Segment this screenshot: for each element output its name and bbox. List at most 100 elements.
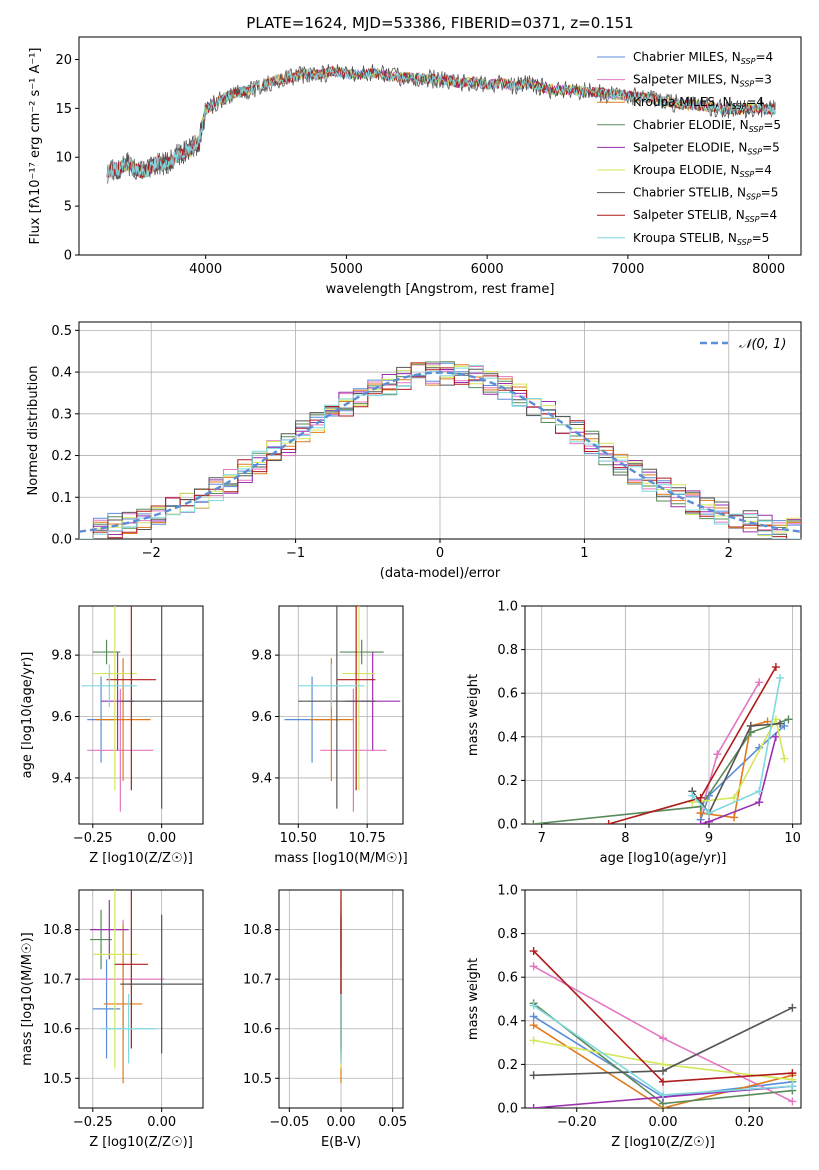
y-tick-label: 10.7: [243, 973, 272, 988]
panel-spectrum: 4000 5000 6000 7000 8000 0 5 10 15 20 wavelength […: [28, 36, 802, 297]
weight-marker: [784, 715, 793, 724]
y-tick-label: 1.0: [497, 884, 518, 899]
x-tick-label: 0.00: [147, 831, 176, 846]
y-tick-label: 0.3: [51, 407, 72, 422]
panel-residuals: −2 −1 0 1 2 0.0 0.1 0.2 0.3 0.4 0.5 (data-model)/er…: [26, 321, 802, 581]
y-tick-label: 0.0: [497, 1102, 518, 1117]
y-axis-label: age [log10(age/yr)]: [20, 652, 35, 779]
y-tick-label: 9.8: [251, 649, 272, 664]
x-axis-label: wavelength [Angstrom, rest frame]: [326, 282, 555, 297]
y-tick-label: 10.8: [243, 923, 272, 938]
y-tick-label: 10: [55, 151, 72, 166]
weight-marker: [705, 809, 713, 818]
histogram-line: [79, 366, 801, 539]
x-tick-label: 0.05: [378, 1115, 407, 1130]
panel-mass-vs-Z: −0.25 0.00 10.5 10.6 10.7 10.8 Z [log10(Z/Z☉)]…: [20, 889, 204, 1150]
x-tick-label: 7000: [611, 262, 644, 277]
x-tick-label: 6000: [471, 262, 504, 277]
y-axis-label: Normed distribution: [26, 366, 41, 496]
x-axis-label: Z [log10(Z/Z☉)]: [89, 1135, 193, 1150]
y-tick-label: 10.7: [43, 973, 72, 988]
histogram-line: [79, 362, 801, 539]
y-tick-label: 9.6: [51, 710, 72, 725]
x-tick-label: 10: [784, 831, 801, 846]
weight-marker: [529, 962, 538, 971]
y-tick-label: 0.5: [51, 324, 72, 339]
weight-marker: [776, 719, 785, 728]
x-tick-label: −0.25: [73, 831, 113, 846]
y-axis-label: Flux [fλ10⁻¹⁷ erg cm⁻² s⁻¹ A⁻¹]: [28, 48, 43, 245]
weight-marker: [780, 721, 789, 730]
weight-marker: [529, 1001, 538, 1010]
weight-line: [700, 736, 777, 824]
legend-label: Salpeter MILES, NSSP=3: [633, 73, 772, 89]
weight-marker: [788, 1003, 797, 1012]
gridlines: [79, 322, 801, 540]
spectrum-line: [106, 66, 776, 179]
x-tick-label: 2: [725, 546, 733, 561]
x-axis-label: Z [log10(Z/Z☉)]: [89, 851, 193, 866]
x-tick-label: 10.50: [280, 831, 317, 846]
y-tick-label: 9.8: [51, 649, 72, 664]
plot-area: [81, 890, 203, 1084]
y-tick-label: 0.4: [51, 366, 72, 381]
y-tick-label: 0.1: [51, 491, 72, 506]
y-tick-label: 1.0: [497, 600, 518, 615]
plot-frame: [78, 889, 204, 1109]
weight-marker: [730, 793, 739, 802]
x-tick-label: 8000: [752, 262, 785, 277]
weight-marker: [696, 820, 705, 824]
weight-marker: [788, 1069, 797, 1078]
weight-marker: [746, 721, 755, 730]
legend-label: Chabrier ELODIE, NSSP=5: [633, 118, 781, 134]
x-tick-label: 0: [436, 546, 444, 561]
weight-marker: [776, 673, 785, 682]
x-tick-label: 0.00: [649, 1115, 678, 1130]
panel-weight-vs-Z: −0.20 0.00 0.20 0.0 0.2 0.4 0.6 0.8 1.0 Z [log10(…: [466, 884, 802, 1150]
x-axis-label: (data-model)/error: [380, 566, 501, 581]
plot-frame: [78, 605, 204, 825]
panel-weight-vs-age: 7 8 9 10 0.0 0.2 0.4 0.6 0.8 1.0 age [log10(age/yr…: [466, 600, 802, 866]
plot-frame: [524, 605, 802, 825]
weight-marker: [755, 798, 764, 807]
y-axis-label: mass [log10(M/M☉)]: [20, 932, 35, 1065]
gridlines: [79, 606, 203, 824]
plot-frame: [78, 36, 802, 256]
weight-line: [533, 1024, 793, 1108]
weight-marker: [529, 1104, 538, 1108]
weight-marker: [529, 947, 538, 956]
x-tick-label: 5000: [330, 262, 363, 277]
x-tick-label: 7: [538, 831, 546, 846]
y-tick-label: 9.4: [251, 771, 272, 786]
x-tick-label: 0.20: [735, 1115, 764, 1130]
y-tick-label: 10.6: [43, 1022, 72, 1037]
weight-marker: [529, 1036, 538, 1045]
y-tick-label: 10.8: [43, 923, 72, 938]
y-tick-label: 0.6: [497, 687, 518, 702]
weight-marker: [780, 754, 789, 763]
weight-marker: [529, 1021, 538, 1030]
plot-area: [284, 606, 401, 812]
plot-area: [529, 947, 797, 1108]
x-tick-label: 4000: [189, 262, 222, 277]
x-axis-label: Z [log10(Z/Z☉)]: [611, 1135, 715, 1150]
x-axis-label: mass [log10(M/M☉)]: [274, 851, 407, 866]
figure-title: PLATE=1624, MJD=53386, FIBERID=0371, z=0…: [246, 14, 633, 32]
weight-marker: [529, 820, 538, 824]
y-tick-label: 0: [64, 249, 72, 264]
weight-marker: [659, 1066, 667, 1075]
y-tick-label: 0.2: [497, 774, 518, 789]
x-axis-label: age [log10(age/yr)]: [600, 851, 727, 866]
plot-area: [79, 361, 801, 539]
plot-area: [106, 64, 776, 184]
legend: Chabrier MILES, NSSP=4 Salpeter MILES, NS…: [597, 50, 781, 247]
weight-marker: [755, 678, 764, 687]
legend-label: Chabrier STELIB, NSSP=5: [633, 186, 778, 202]
y-tick-label: 5: [64, 200, 72, 215]
weight-marker: [771, 732, 780, 741]
y-tick-label: 0.0: [497, 818, 518, 833]
x-tick-label: 10.75: [349, 831, 386, 846]
plot-frame: [78, 321, 802, 540]
x-tick-label: −0.20: [557, 1115, 597, 1130]
